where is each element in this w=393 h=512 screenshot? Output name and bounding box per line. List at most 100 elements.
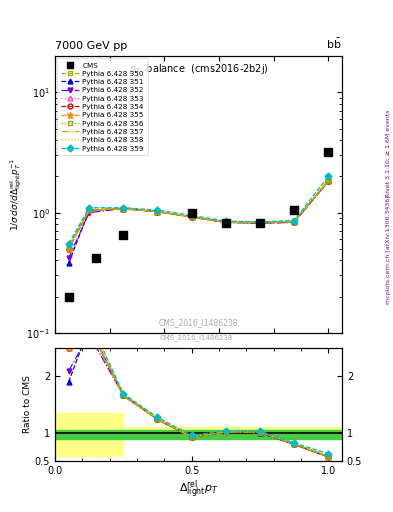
Pythia 6.428 357: [155, 208, 160, 215]
Pythia 6.428 352: [189, 214, 194, 220]
CMS: [257, 220, 262, 226]
Pythia 6.428 359: [121, 205, 126, 211]
Pythia 6.428 350: [87, 207, 92, 213]
Pythia 6.428 359: [292, 218, 296, 224]
Pythia 6.428 355: [224, 219, 228, 225]
Pythia 6.428 359: [87, 205, 92, 211]
Pythia 6.428 351: [66, 260, 71, 266]
CMS: [94, 255, 98, 261]
Pythia 6.428 352: [66, 255, 71, 261]
Pythia 6.428 357: [224, 219, 228, 225]
CMS: [121, 232, 126, 238]
Pythia 6.428 359: [155, 207, 160, 213]
Pythia 6.428 358: [224, 219, 228, 225]
Pythia 6.428 352: [257, 220, 262, 226]
Pythia 6.428 357: [326, 178, 331, 184]
Pythia 6.428 358: [87, 205, 92, 211]
Pythia 6.428 350: [292, 219, 296, 225]
Pythia 6.428 357: [87, 207, 92, 213]
Pythia 6.428 351: [189, 214, 194, 220]
Pythia 6.428 357: [292, 219, 296, 225]
CMS: [326, 149, 331, 155]
Line: CMS: CMS: [65, 148, 332, 301]
Pythia 6.428 350: [121, 205, 126, 211]
Line: Pythia 6.428 351: Pythia 6.428 351: [66, 179, 331, 266]
Pythia 6.428 351: [292, 219, 296, 225]
Pythia 6.428 356: [121, 205, 126, 211]
CMS: [66, 293, 71, 300]
Text: Rivet 3.1.10; ≥ 1.6M events: Rivet 3.1.10; ≥ 1.6M events: [386, 110, 391, 197]
Pythia 6.428 354: [257, 219, 262, 225]
Line: Pythia 6.428 358: Pythia 6.428 358: [69, 179, 328, 244]
Text: b$\bar{\rm b}$: b$\bar{\rm b}$: [327, 37, 342, 51]
Pythia 6.428 358: [326, 176, 331, 182]
Pythia 6.428 355: [155, 208, 160, 215]
Pythia 6.428 352: [87, 209, 92, 216]
CMS: [292, 207, 296, 213]
Pythia 6.428 350: [257, 220, 262, 226]
Pythia 6.428 358: [189, 214, 194, 220]
Pythia 6.428 352: [326, 178, 331, 184]
Pythia 6.428 354: [326, 178, 331, 184]
Pythia 6.428 353: [66, 246, 71, 252]
Pythia 6.428 354: [155, 208, 160, 215]
Pythia 6.428 357: [66, 246, 71, 252]
Line: Pythia 6.428 354: Pythia 6.428 354: [66, 179, 331, 251]
CMS: [224, 220, 228, 226]
Line: Pythia 6.428 352: Pythia 6.428 352: [66, 179, 331, 260]
Pythia 6.428 356: [257, 220, 262, 226]
Pythia 6.428 356: [87, 207, 92, 213]
Pythia 6.428 353: [87, 207, 92, 213]
Pythia 6.428 358: [292, 218, 296, 224]
Pythia 6.428 356: [326, 178, 331, 184]
Pythia 6.428 353: [155, 208, 160, 215]
Pythia 6.428 355: [189, 214, 194, 220]
Pythia 6.428 352: [292, 219, 296, 225]
Pythia 6.428 357: [257, 219, 262, 225]
Pythia 6.428 359: [66, 241, 71, 247]
Pythia 6.428 354: [224, 219, 228, 225]
Pythia 6.428 355: [66, 246, 71, 252]
Pythia 6.428 359: [326, 174, 331, 180]
Pythia 6.428 352: [121, 205, 126, 211]
Pythia 6.428 351: [155, 208, 160, 215]
Pythia 6.428 351: [326, 178, 331, 184]
Pythia 6.428 353: [257, 219, 262, 225]
Pythia 6.428 350: [326, 178, 331, 184]
Pythia 6.428 350: [155, 208, 160, 215]
Text: $p_T$  balance  (cms2016-2b2j): $p_T$ balance (cms2016-2b2j): [129, 62, 268, 76]
Text: mcplots.cern.ch [arXiv:1306.3436]: mcplots.cern.ch [arXiv:1306.3436]: [386, 196, 391, 304]
Line: Pythia 6.428 350: Pythia 6.428 350: [66, 178, 331, 246]
Pythia 6.428 355: [326, 178, 331, 184]
Pythia 6.428 359: [224, 218, 228, 224]
Pythia 6.428 356: [292, 219, 296, 225]
Text: 7000 GeV pp: 7000 GeV pp: [55, 41, 127, 51]
Pythia 6.428 358: [121, 205, 126, 211]
Pythia 6.428 357: [189, 214, 194, 220]
Pythia 6.428 353: [224, 219, 228, 225]
Pythia 6.428 354: [189, 214, 194, 220]
Pythia 6.428 352: [155, 208, 160, 215]
Pythia 6.428 354: [66, 246, 71, 252]
Pythia 6.428 356: [66, 244, 71, 250]
Pythia 6.428 352: [224, 219, 228, 225]
Pythia 6.428 359: [257, 219, 262, 225]
Pythia 6.428 353: [326, 178, 331, 184]
Y-axis label: $1/\sigma\,d\sigma/d\Delta^{\rm rel}_{\rm light}p_T^{-1}$: $1/\sigma\,d\sigma/d\Delta^{\rm rel}_{\r…: [8, 158, 24, 231]
Pythia 6.428 354: [292, 219, 296, 225]
Pythia 6.428 351: [257, 220, 262, 226]
Pythia 6.428 355: [257, 219, 262, 225]
Pythia 6.428 351: [87, 207, 92, 213]
Line: Pythia 6.428 359: Pythia 6.428 359: [66, 174, 331, 246]
Pythia 6.428 350: [224, 219, 228, 225]
X-axis label: $\Delta^{\rm rel}_{\rm light}p_T$: $\Delta^{\rm rel}_{\rm light}p_T$: [179, 478, 218, 501]
Pythia 6.428 354: [87, 207, 92, 213]
Line: Pythia 6.428 353: Pythia 6.428 353: [66, 179, 331, 251]
Pythia 6.428 354: [121, 205, 126, 211]
Pythia 6.428 356: [224, 219, 228, 225]
Line: Pythia 6.428 355: Pythia 6.428 355: [65, 178, 332, 252]
Pythia 6.428 356: [155, 208, 160, 215]
Pythia 6.428 357: [121, 206, 126, 212]
Text: CMS_2016_I1486238: CMS_2016_I1486238: [159, 318, 238, 327]
Legend: CMS, Pythia 6.428 350, Pythia 6.428 351, Pythia 6.428 352, Pythia 6.428 353, Pyt: CMS, Pythia 6.428 350, Pythia 6.428 351,…: [57, 58, 148, 155]
